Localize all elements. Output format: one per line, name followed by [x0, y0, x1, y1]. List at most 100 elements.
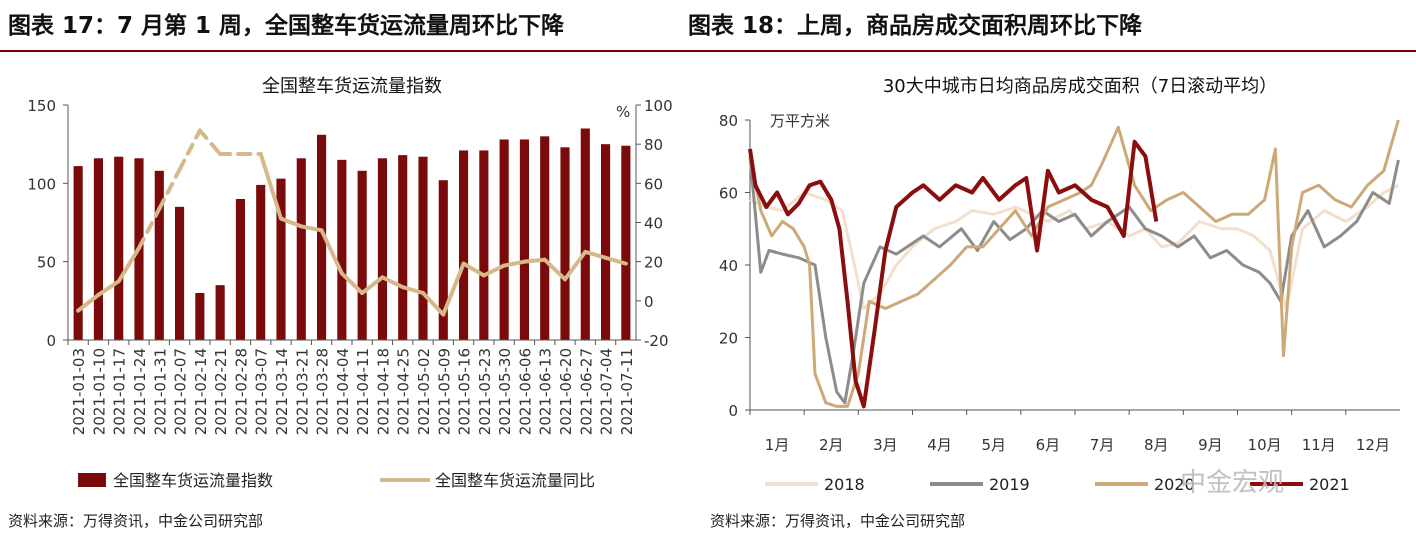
line-segment [319, 228, 344, 276]
x-tick-label: 2021-03-07 [253, 348, 271, 435]
x-tick-label: 2021-04-25 [395, 348, 413, 435]
x-tick-label: 2021-04-18 [374, 348, 392, 435]
x-tick-label: 2021-06-06 [516, 348, 534, 435]
legend-line-label: 全国整车货运流量同比 [435, 471, 595, 490]
x-tick-label: 2021-05-23 [476, 348, 494, 435]
bar [580, 128, 590, 340]
x-tick-label: 2021-03-28 [314, 348, 332, 435]
right-chart-y-tick-label: 0 [728, 402, 738, 420]
bar [398, 155, 408, 340]
left-y-tick-label: 50 [37, 254, 56, 272]
right-chart-x-tick-label: 4月 [927, 436, 952, 454]
series-line-2021 [748, 139, 1159, 409]
bar [337, 159, 347, 340]
x-tick-label: 2021-06-13 [537, 348, 555, 435]
right-chart-x-tick-label: 2月 [819, 436, 844, 454]
right-y-tick-label: 80 [644, 136, 663, 154]
bar [357, 170, 367, 340]
header-divider [0, 50, 1416, 52]
right-source-note: 资料来源：万得资讯，中金公司研究部 [710, 512, 966, 530]
bar [114, 156, 124, 340]
bar [540, 136, 550, 340]
left-source-note: 资料来源：万得资讯，中金公司研究部 [8, 512, 264, 530]
line-segment [76, 292, 101, 313]
line-segment [421, 291, 446, 317]
right-chart-x-tick-label: 10月 [1248, 436, 1282, 454]
x-tick-label: 2021-04-04 [334, 348, 352, 435]
right-y-unit: % [616, 103, 630, 121]
line-segment [380, 275, 405, 290]
bar [377, 158, 387, 340]
right-chart-x-tick-label: 9月 [1198, 436, 1223, 454]
bar [93, 158, 103, 340]
line-segment [116, 245, 141, 284]
x-tick-label: 2021-03-21 [293, 348, 311, 435]
right-legend: 2018 2019 2020 2021 [765, 475, 1350, 494]
left-bars-group [73, 128, 631, 340]
bar [459, 150, 469, 340]
right-axes-group: 0 20 40 60 80 1月 2月 3月 4月 5月 6月 7月 8月 9月 10月 11月 12月 [719, 112, 1400, 454]
series-line-2019 [748, 156, 1400, 405]
right-y-tick-label: -20 [644, 332, 669, 350]
right-y-tick-label: 0 [644, 293, 654, 311]
bar [438, 180, 448, 340]
bar [499, 139, 509, 340]
bar [256, 184, 266, 340]
line-segment [197, 128, 223, 156]
line-segment [400, 285, 425, 295]
left-y-tick-label: 100 [27, 175, 56, 193]
legend-2020-label: 2020 [1154, 475, 1195, 494]
x-tick-label: 2021-01-31 [151, 348, 169, 435]
left-figure-title: 图表 17：7 月第 1 周，全国整车货运流量周环比下降 [8, 13, 565, 39]
line-segment [542, 257, 567, 282]
line-segment [502, 259, 527, 268]
right-chart-x-tick-label: 7月 [1090, 436, 1115, 454]
right-chart-y-tick-label: 40 [719, 257, 738, 275]
left-chart-title: 全国整车货运流量指数 [262, 76, 442, 97]
line-segment [177, 128, 202, 172]
x-tick-label: 2021-02-28 [232, 348, 250, 435]
right-chart-y-tick-label: 80 [719, 112, 738, 130]
right-y-unit-label: 万平方米 [770, 112, 830, 130]
right-chart-x-tick-label: 3月 [873, 436, 898, 454]
right-chart-x-tick-label: 6月 [1036, 436, 1061, 454]
bar [215, 285, 225, 340]
line-segment [603, 255, 628, 266]
bar [560, 147, 570, 340]
right-y-tick-label: 60 [644, 175, 663, 193]
line-segment [279, 216, 304, 229]
x-tick-label: 2021-06-20 [557, 348, 575, 435]
line-segment [481, 263, 507, 278]
bar [296, 158, 306, 340]
line-segment [563, 249, 588, 282]
x-tick-label: 2021-07-04 [598, 348, 616, 435]
left-line-group [76, 128, 628, 317]
right-chart-x-tick-label: 11月 [1302, 436, 1336, 454]
x-tick-label: 2021-02-21 [212, 348, 230, 435]
right-y-tick-label: 40 [644, 215, 663, 233]
x-tick-label: 2021-01-03 [70, 348, 88, 435]
bar [73, 166, 83, 340]
right-chart-y-tick-label: 20 [719, 330, 738, 348]
legend-2019-label: 2019 [989, 475, 1030, 494]
x-tick-label: 2021-01-10 [90, 348, 108, 435]
right-chart-title: 30大中城市日均商品房成交面积（7日滚动平均） [883, 76, 1277, 97]
x-tick-label: 2021-01-24 [131, 348, 149, 435]
line-segment [339, 271, 365, 295]
x-tick-label: 2021-01-17 [111, 348, 129, 435]
x-tick-label: 2021-06-27 [577, 348, 595, 435]
line-segment [360, 275, 385, 295]
right-y-tick-label: 100 [644, 97, 673, 115]
right-chart-x-tick-label: 12月 [1356, 436, 1390, 454]
x-tick-label: 2021-05-30 [496, 348, 514, 435]
x-tick-label: 2021-03-14 [273, 348, 291, 435]
bar [601, 144, 611, 340]
line-segment [137, 206, 162, 250]
x-tick-label: 2021-04-11 [354, 348, 372, 435]
line-segment [522, 257, 547, 264]
right-lines-group [748, 119, 1400, 409]
line-segment [583, 249, 608, 260]
x-tick-label: 2021-07-11 [618, 348, 636, 435]
legend-bar-label: 全国整车货运流量指数 [113, 471, 273, 490]
